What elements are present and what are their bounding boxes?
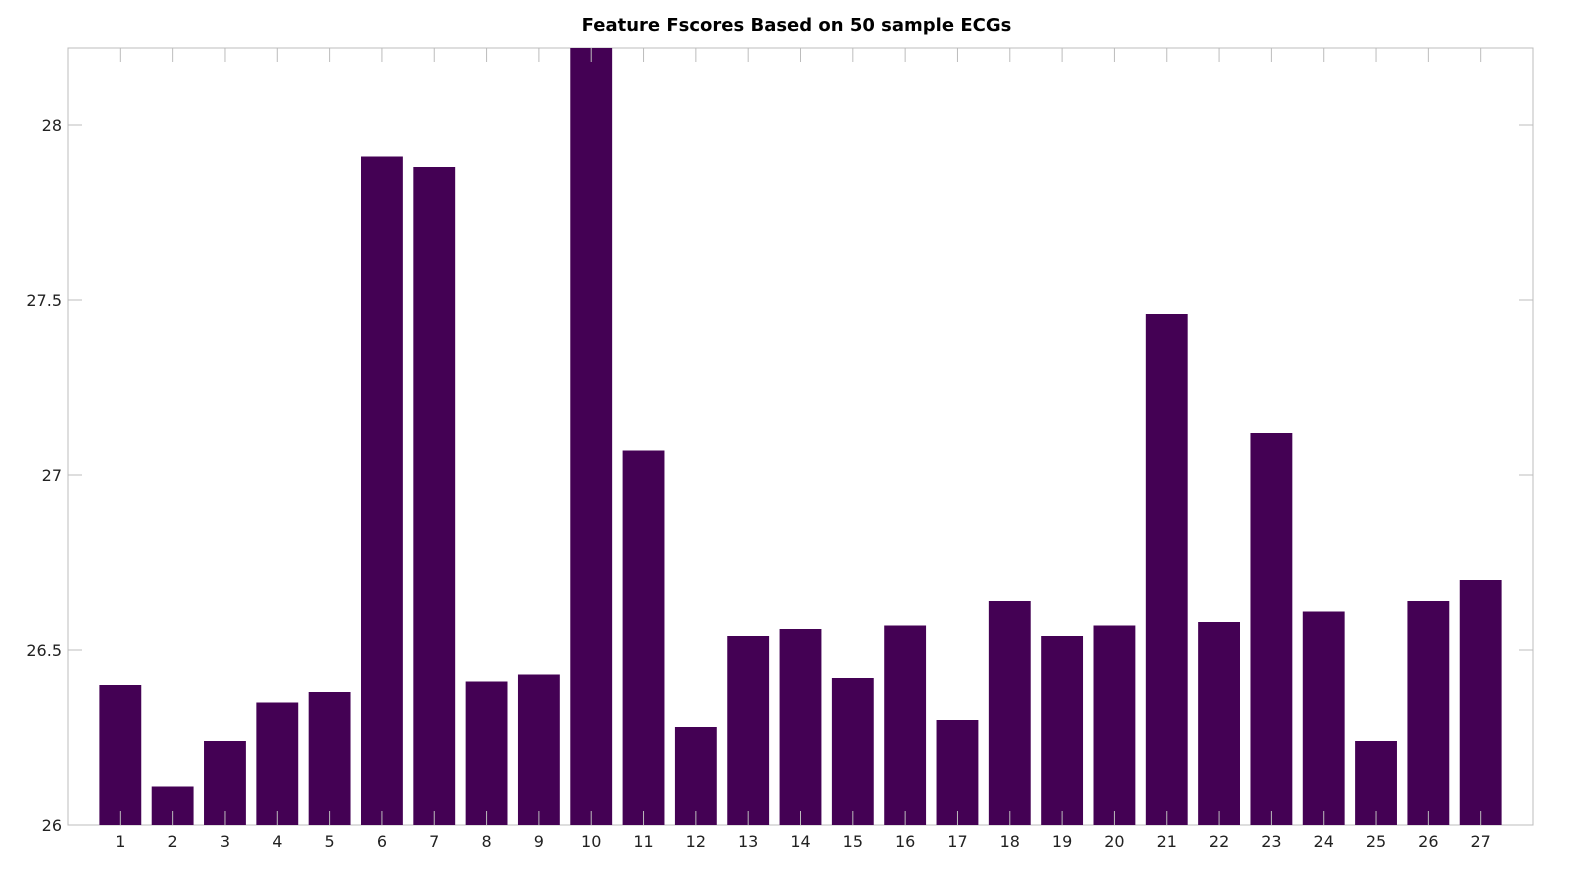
y-tick-label: 26.5 — [26, 641, 62, 660]
x-tick-label: 10 — [581, 832, 601, 851]
x-tick-label: 23 — [1261, 832, 1281, 851]
y-tick-label: 27 — [42, 466, 62, 485]
y-tick-label: 26 — [42, 816, 62, 835]
bar-12 — [674, 727, 717, 825]
bar-26 — [1407, 601, 1450, 825]
x-tick-label: 21 — [1157, 832, 1177, 851]
x-tick-label: 14 — [790, 832, 810, 851]
x-tick-label: 15 — [843, 832, 863, 851]
x-tick-label: 16 — [895, 832, 915, 851]
x-tick-label: 17 — [947, 832, 967, 851]
x-tick-label: 5 — [325, 832, 335, 851]
bar-24 — [1302, 611, 1345, 825]
x-tick-label: 11 — [633, 832, 653, 851]
x-tick-label: 13 — [738, 832, 758, 851]
bar-1 — [99, 685, 142, 825]
x-tick-label: 25 — [1366, 832, 1386, 851]
bar-5 — [308, 692, 351, 825]
bar-13 — [727, 636, 770, 825]
bar-11 — [622, 450, 665, 825]
x-tick-label: 8 — [481, 832, 491, 851]
bar-8 — [465, 681, 508, 825]
x-tick-label: 9 — [534, 832, 544, 851]
bar-6 — [361, 156, 403, 825]
y-tick-label: 28 — [42, 116, 62, 135]
bar-17 — [936, 720, 979, 825]
x-tick-label: 18 — [1000, 832, 1020, 851]
plot-area: 1 2 3 4 5 6 7 8 9 10 11 12 13 14 15 16 17 18 19 20 21 22 23 24 2… — [26, 47, 1534, 851]
x-tick-label: 1 — [115, 832, 125, 851]
bar-15 — [831, 678, 874, 825]
bar-23 — [1250, 433, 1293, 825]
x-tick-label: 26 — [1418, 832, 1438, 851]
x-tick-label: 19 — [1052, 832, 1072, 851]
bar-4 — [256, 702, 299, 825]
x-tick-label: 22 — [1209, 832, 1229, 851]
bar-21 — [1145, 314, 1188, 825]
bar-7 — [413, 167, 456, 825]
bar-20 — [1093, 625, 1136, 825]
x-tick-label: 2 — [168, 832, 178, 851]
bar-14 — [779, 629, 822, 825]
x-tick-label: 20 — [1104, 832, 1124, 851]
y-tick-label: 27.5 — [26, 291, 62, 310]
chart-title: Feature Fscores Based on 50 sample ECGs — [581, 15, 1012, 36]
x-tick-label: 24 — [1314, 832, 1334, 851]
x-tick-label: 7 — [429, 832, 439, 851]
bar-27 — [1459, 580, 1502, 825]
bar-18 — [988, 601, 1031, 825]
x-tick-label: 3 — [220, 832, 230, 851]
x-tick-label: 12 — [686, 832, 706, 851]
bar-19 — [1041, 636, 1084, 825]
x-tick-label: 4 — [272, 832, 282, 851]
bar-10 — [570, 48, 613, 825]
x-tick-label: 27 — [1470, 832, 1490, 851]
x-tick-label: 6 — [377, 832, 387, 851]
bar-16 — [884, 625, 927, 825]
bar-22 — [1198, 622, 1240, 825]
bar-9 — [517, 674, 560, 825]
